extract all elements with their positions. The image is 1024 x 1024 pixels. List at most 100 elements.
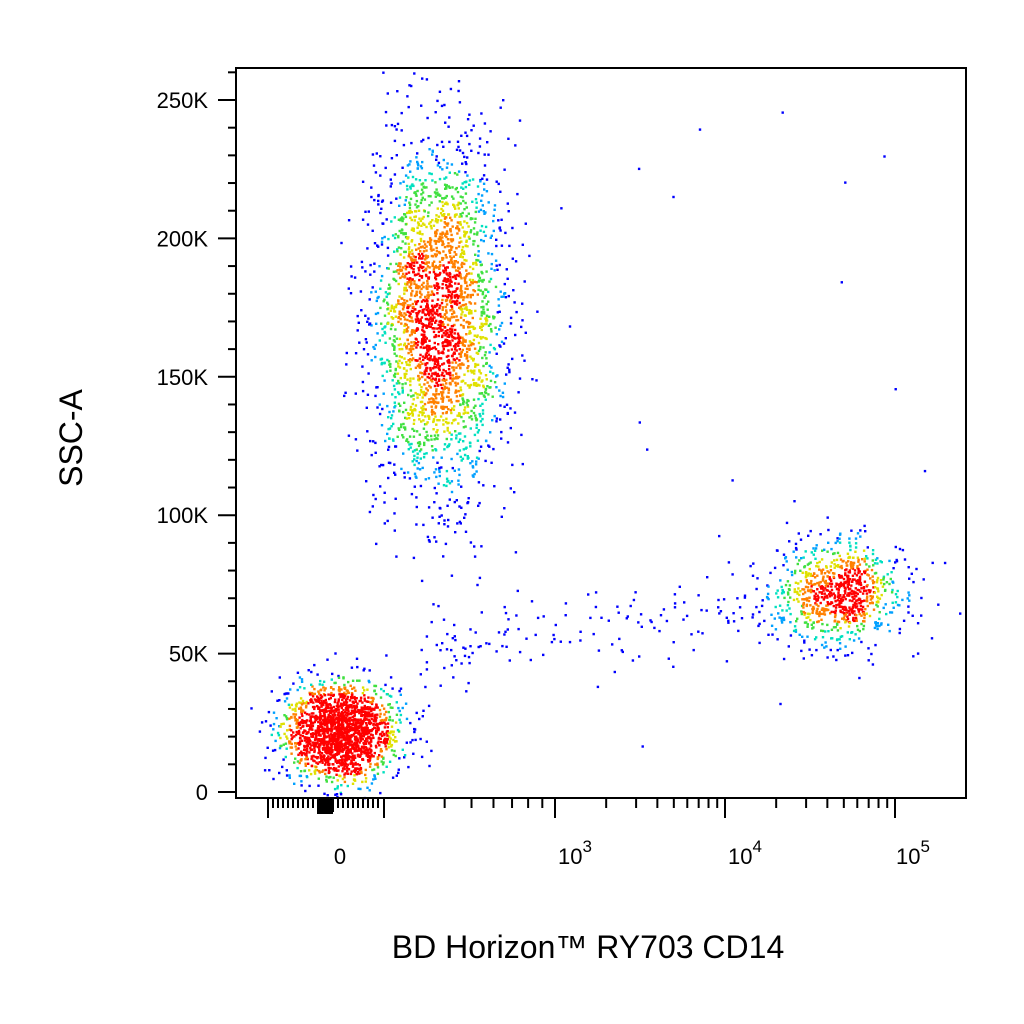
data-point <box>444 542 448 546</box>
data-point <box>290 715 293 719</box>
data-point <box>416 319 420 322</box>
data-point <box>436 191 439 194</box>
data-point <box>325 780 328 783</box>
data-point <box>822 629 825 633</box>
data-point <box>343 728 346 731</box>
data-point <box>428 347 431 350</box>
data-point <box>434 234 437 237</box>
data-point <box>309 718 312 721</box>
data-point <box>524 331 527 334</box>
data-point <box>469 231 472 234</box>
data-point <box>393 335 396 338</box>
data-point <box>815 565 818 568</box>
data-point <box>863 599 866 602</box>
data-point <box>375 322 378 325</box>
data-point <box>466 398 469 402</box>
data-point <box>329 704 332 707</box>
data-point <box>468 309 471 312</box>
data-point <box>421 245 424 248</box>
data-point <box>397 302 400 305</box>
data-point <box>469 217 472 221</box>
data-point <box>375 386 378 389</box>
data-point <box>480 224 484 228</box>
data-point <box>433 266 436 269</box>
data-point <box>374 763 377 766</box>
data-point <box>343 687 347 690</box>
data-point <box>443 326 447 329</box>
data-point <box>487 324 491 327</box>
data-point <box>417 205 420 208</box>
data-point <box>357 787 360 790</box>
data-point <box>363 729 366 733</box>
data-point <box>415 448 418 451</box>
data-point <box>390 322 394 326</box>
data-point <box>363 706 366 709</box>
data-point <box>382 71 385 74</box>
data-point <box>412 255 415 258</box>
data-point <box>401 391 404 394</box>
data-point <box>413 727 416 731</box>
data-point <box>433 384 437 388</box>
data-point <box>427 506 431 509</box>
data-point <box>466 366 469 370</box>
data-point <box>365 754 368 757</box>
data-point <box>365 406 368 409</box>
data-point <box>422 427 426 430</box>
data-point <box>429 366 432 370</box>
data-point <box>844 612 848 616</box>
data-point <box>443 217 447 220</box>
data-point <box>445 477 449 480</box>
data-point <box>501 391 505 394</box>
data-point <box>456 140 460 143</box>
data-point <box>469 344 473 347</box>
data-point <box>466 369 470 373</box>
data-point <box>875 625 878 628</box>
data-point <box>451 361 454 364</box>
data-point <box>380 734 384 738</box>
data-point <box>488 364 491 368</box>
data-point <box>358 711 361 715</box>
data-point <box>449 284 452 287</box>
data-point <box>431 377 434 380</box>
data-point <box>447 361 450 364</box>
data-point <box>476 231 479 234</box>
data-point <box>823 613 827 616</box>
data-point <box>359 699 363 702</box>
data-point <box>433 284 436 287</box>
data-point <box>428 148 431 151</box>
data-point <box>448 382 451 385</box>
data-point <box>403 401 406 404</box>
data-point <box>484 336 487 340</box>
data-point <box>396 435 399 438</box>
data-point <box>463 453 467 457</box>
data-point <box>321 761 324 764</box>
data-point <box>339 743 342 746</box>
data-point <box>345 766 349 769</box>
data-point <box>379 174 382 177</box>
data-point <box>397 343 400 347</box>
data-point <box>312 743 315 747</box>
data-point <box>322 756 325 759</box>
data-point <box>469 441 472 445</box>
data-point <box>432 418 436 421</box>
data-point <box>294 757 297 760</box>
data-point <box>456 382 460 385</box>
data-point <box>331 739 334 742</box>
data-point <box>282 758 285 761</box>
data-point <box>383 522 386 525</box>
data-point <box>360 728 363 731</box>
data-point <box>343 776 346 779</box>
data-point <box>432 260 436 263</box>
data-point <box>375 730 379 733</box>
data-point <box>460 240 463 243</box>
data-point <box>340 711 344 714</box>
data-point <box>480 310 484 314</box>
data-point <box>353 770 357 774</box>
data-point <box>360 725 363 728</box>
data-point <box>398 295 401 298</box>
data-point <box>455 390 458 394</box>
data-point <box>429 220 432 224</box>
data-point <box>434 278 438 281</box>
data-point <box>410 228 414 232</box>
data-point <box>293 761 296 764</box>
